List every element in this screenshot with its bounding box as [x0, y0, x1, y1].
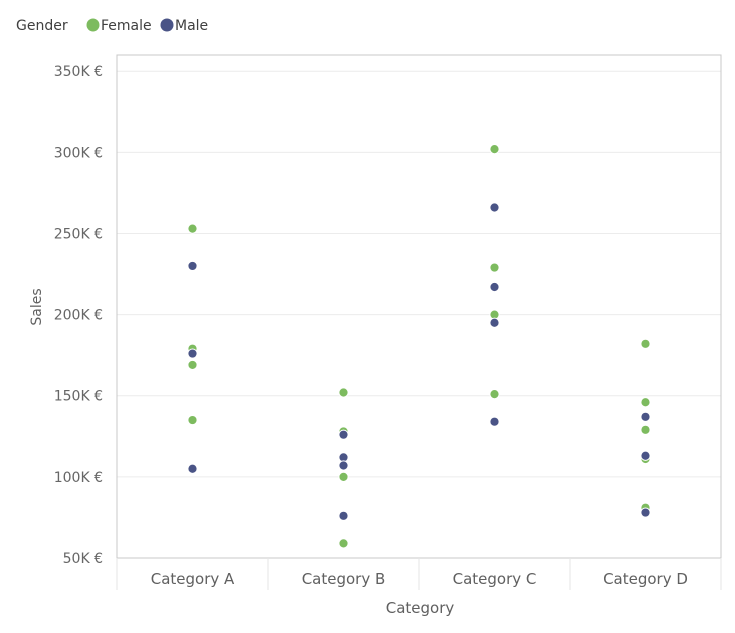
data-point[interactable] [338, 387, 349, 398]
data-point[interactable] [187, 463, 198, 474]
x-tick-label: Category D [603, 570, 688, 588]
data-point[interactable] [640, 424, 651, 435]
legend: Gender Female Male [16, 18, 208, 34]
data-point[interactable] [338, 460, 349, 471]
legend-item-female[interactable]: Female [86, 18, 152, 34]
y-axis-title: Sales [29, 288, 45, 325]
data-point[interactable] [640, 397, 651, 408]
legend-title: Gender [16, 18, 68, 34]
plot-area [116, 54, 722, 559]
data-point[interactable] [338, 538, 349, 549]
series-male [187, 202, 651, 521]
data-point[interactable] [187, 359, 198, 371]
data-point[interactable] [338, 429, 349, 440]
data-point[interactable] [187, 348, 198, 359]
data-point[interactable] [187, 414, 198, 426]
x-axis: Category A Category B Category C Category D [116, 558, 722, 590]
data-points [187, 144, 651, 549]
x-tick-label: Category B [302, 570, 386, 588]
y-tick-label: 50K € [63, 551, 103, 567]
legend-label-male: Male [175, 18, 208, 34]
grid [117, 70, 721, 559]
x-tick-label: Category A [151, 570, 235, 588]
data-point[interactable] [489, 262, 500, 273]
x-tick-label: Category C [453, 570, 537, 588]
y-tick-label: 200K € [54, 308, 103, 324]
y-tick-label: 300K € [54, 145, 103, 161]
data-point[interactable] [640, 450, 651, 461]
legend-marker-male [160, 18, 174, 32]
y-tick-label: 350K € [54, 64, 103, 80]
series-female [187, 144, 651, 549]
data-point[interactable] [640, 411, 651, 422]
data-point[interactable] [489, 281, 500, 293]
data-point[interactable] [187, 223, 198, 234]
y-tick-label: 150K € [54, 389, 103, 405]
legend-marker-female [86, 18, 100, 32]
data-point[interactable] [640, 338, 651, 349]
data-point[interactable] [338, 510, 349, 521]
data-point[interactable] [489, 202, 500, 213]
y-tick-label: 100K € [54, 470, 103, 486]
data-point[interactable] [187, 260, 198, 272]
y-tick-label: 250K € [54, 226, 103, 242]
legend-label-female: Female [101, 18, 152, 34]
data-point[interactable] [489, 144, 500, 155]
y-axis: 50K € 100K € 150K € 200K € 250K € 300K € 350K … [54, 64, 103, 567]
data-point[interactable] [338, 471, 349, 482]
data-point[interactable] [640, 507, 651, 518]
data-point[interactable] [489, 317, 500, 328]
legend-item-male[interactable]: Male [160, 18, 209, 34]
x-axis-title: Category [386, 599, 455, 617]
data-point[interactable] [489, 416, 500, 427]
data-point[interactable] [489, 389, 500, 400]
